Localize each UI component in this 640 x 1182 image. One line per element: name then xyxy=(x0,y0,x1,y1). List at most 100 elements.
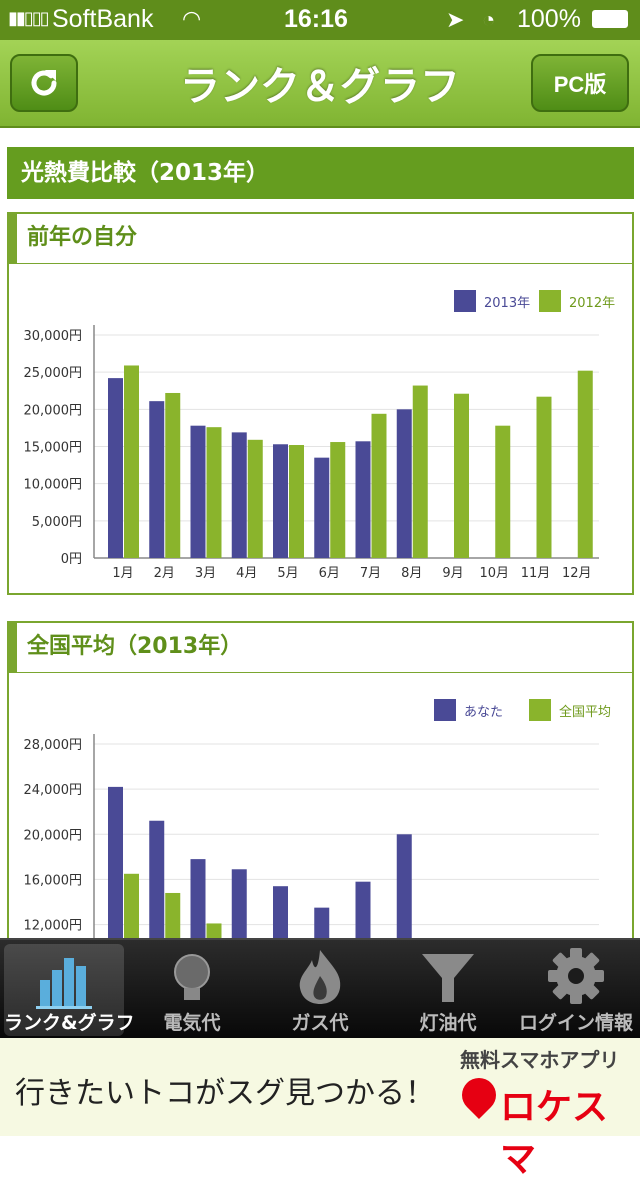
bar xyxy=(165,892,181,938)
x-tick-label: 12月 xyxy=(562,566,592,581)
content-area[interactable]: 光熱費比較（2013年） 前年の自分 2013年 2012年 0円 5,000円 10,… xyxy=(0,128,640,938)
bar xyxy=(412,385,428,558)
bar xyxy=(206,427,222,558)
bar xyxy=(190,859,206,938)
pc-version-button[interactable]: PC版 xyxy=(531,54,629,112)
y-tick-label: 5,000円 xyxy=(32,515,82,530)
refresh-icon xyxy=(31,70,57,96)
bar xyxy=(454,393,469,558)
x-tick-label: 1月 xyxy=(112,566,133,581)
bar xyxy=(396,834,412,938)
battery-label: 100% xyxy=(517,5,581,33)
chart-previous-year: 2013年 2012年 0円 5,000円 10,000円 15,000円 20,000円 2… xyxy=(24,290,615,581)
status-bar: ▮▮▯▯▯ SoftBank ◠ 16:16 ➤ ◔ 100% xyxy=(0,0,640,40)
gear-icon xyxy=(548,948,604,1004)
bar xyxy=(231,869,247,938)
bar xyxy=(149,401,165,558)
y-tick-label: 20,000円 xyxy=(24,403,83,418)
tab-bar: ランク&グラフ 電気代 ガス代 灯油代 xyxy=(0,938,640,1038)
ad-banner[interactable]: 行きたいトコがスグ見つかる！ 無料スマホアプリ ロケスマ xyxy=(0,1038,640,1180)
y-tick-label: 15,000円 xyxy=(24,441,83,456)
ad-brand-logo: ロケスマ xyxy=(500,1087,609,1180)
legend-label: 2012年 xyxy=(569,296,615,311)
x-tick-label: 7月 xyxy=(360,566,381,581)
bar xyxy=(330,442,346,558)
bar xyxy=(247,439,263,558)
bar xyxy=(577,370,593,558)
tab-login-info[interactable]: ログイン情報 xyxy=(512,940,640,1038)
bar xyxy=(355,441,371,558)
ad-tagline: 行きたいトコがスグ見つかる！ xyxy=(15,1076,435,1111)
tab-label: ランク&グラフ xyxy=(4,1012,135,1034)
lightbulb-icon xyxy=(174,954,210,1000)
funnel-icon xyxy=(422,954,474,1002)
x-tick-label: 9月 xyxy=(442,566,463,581)
refresh-button[interactable] xyxy=(10,54,78,112)
x-tick-label: 10月 xyxy=(479,566,509,581)
legend-swatch xyxy=(434,699,456,721)
panel-title: 前年の自分 xyxy=(9,214,632,264)
bar xyxy=(536,396,552,558)
bar xyxy=(190,425,206,558)
legend-label: 2013年 xyxy=(484,296,530,311)
legend-swatch xyxy=(529,699,551,721)
bar xyxy=(108,378,123,558)
tab-label: ガス代 xyxy=(291,1012,349,1034)
time-label: 16:16 xyxy=(284,5,348,33)
bar xyxy=(289,445,304,558)
legend-swatch xyxy=(539,290,561,312)
y-tick-label: 25,000円 xyxy=(24,366,83,381)
bar xyxy=(495,425,511,558)
y-tick-label: 10,000円 xyxy=(24,478,83,493)
y-tick-label: 30,000円 xyxy=(24,329,83,344)
bar xyxy=(396,409,412,558)
tab-gas[interactable]: ガス代 xyxy=(256,940,384,1038)
x-tick-label: 11月 xyxy=(521,566,551,581)
bar xyxy=(355,881,371,938)
x-tick-label: 3月 xyxy=(195,566,216,581)
bar xyxy=(108,786,123,938)
tab-label: ログイン情報 xyxy=(518,1012,633,1034)
x-tick-label: 5月 xyxy=(277,566,298,581)
map-pin-icon xyxy=(454,1070,504,1120)
ad-subtitle: 無料スマホアプリ xyxy=(460,1048,620,1072)
tab-kerosene[interactable]: 灯油代 xyxy=(384,940,512,1038)
bar xyxy=(314,907,330,938)
x-tick-label: 4月 xyxy=(236,566,257,581)
bar xyxy=(314,457,330,558)
legend-label: あなた xyxy=(464,705,503,720)
x-tick-label: 6月 xyxy=(319,566,340,581)
tab-rank-graph[interactable]: ランク&グラフ xyxy=(4,944,135,1036)
location-icon: ➤ xyxy=(446,7,465,32)
y-tick-label: 28,000円 xyxy=(24,738,83,753)
panel-previous-year: 前年の自分 2013年 2012年 0円 5,000円 10,000円 15,000円 20… xyxy=(7,212,634,595)
y-tick-label: 24,000円 xyxy=(24,783,83,798)
bar xyxy=(371,413,387,558)
nav-bar: ランク＆グラフ PC版 xyxy=(0,40,640,128)
bar xyxy=(231,432,247,558)
tab-label: 電気代 xyxy=(163,1012,221,1034)
flame-icon xyxy=(299,950,341,1004)
chart-national-average: あなた全国平均4,000円8,000円12,000円16,000円20,000円… xyxy=(24,699,611,938)
battery-icon xyxy=(592,10,628,28)
y-tick-label: 12,000円 xyxy=(24,919,83,934)
bar xyxy=(165,392,181,558)
signal-icon: ▮▮▯▯▯ xyxy=(8,8,50,28)
y-tick-label: 16,000円 xyxy=(24,873,83,888)
tab-electricity[interactable]: 電気代 xyxy=(128,940,256,1038)
bar xyxy=(149,820,165,938)
alarm-icon: ◔ xyxy=(482,7,496,32)
bar xyxy=(124,873,139,938)
nav-title: ランク＆グラフ xyxy=(180,64,460,110)
y-tick-label: 20,000円 xyxy=(24,828,83,843)
panel-national-average: 全国平均（2013年） あなた全国平均4,000円8,000円12,000円16… xyxy=(7,621,634,938)
section-title: 光熱費比較（2013年） xyxy=(7,147,634,199)
wifi-icon: ◠ xyxy=(182,6,202,31)
legend-swatch xyxy=(454,290,476,312)
bar xyxy=(206,923,222,938)
carrier-label: SoftBank xyxy=(52,5,154,33)
panel-title: 全国平均（2013年） xyxy=(9,623,632,673)
y-tick-label: 0円 xyxy=(61,552,82,567)
bar-chart-icon xyxy=(36,958,92,1009)
tab-label: 灯油代 xyxy=(419,1012,477,1034)
